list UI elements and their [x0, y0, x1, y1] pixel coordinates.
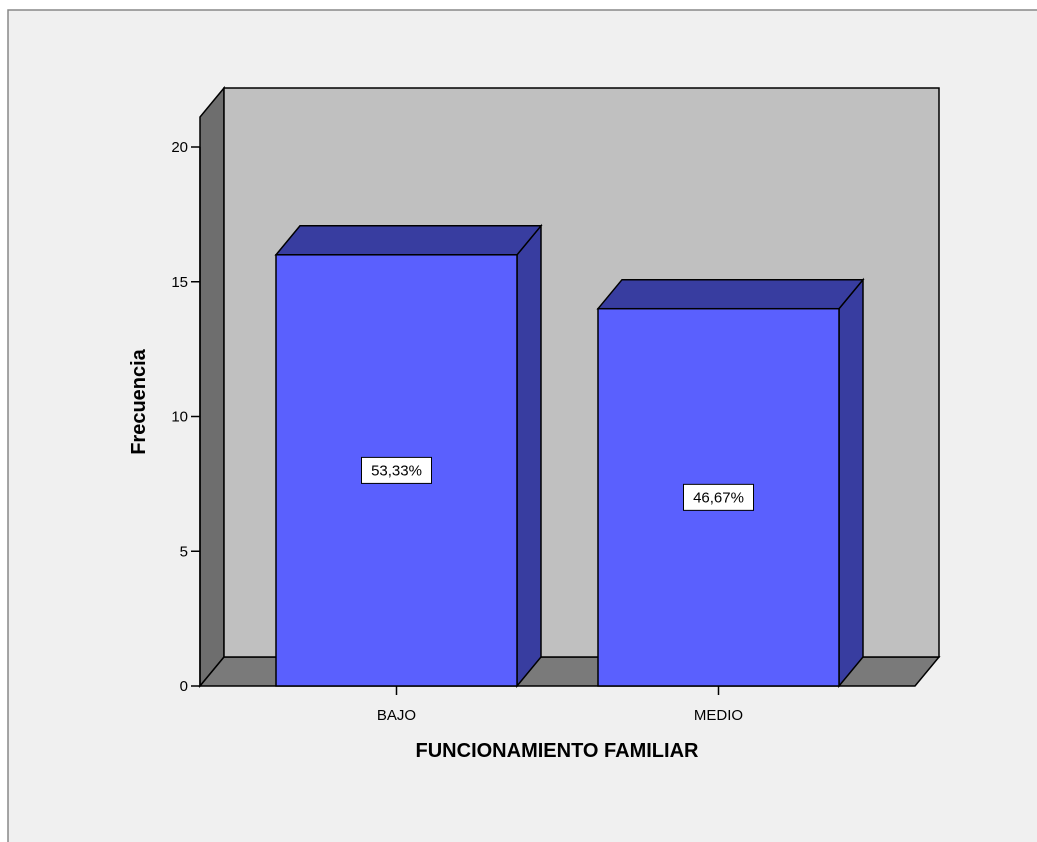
y-axis-title: Frecuencia: [128, 348, 150, 454]
x-axis-title: FUNCIONAMIENTO FAMILIAR: [416, 740, 700, 762]
y-tick-label: 15: [171, 274, 188, 291]
x-tick-label: BAJO: [377, 707, 416, 724]
bar-side: [516, 223, 542, 689]
bar-bajo: 53,33%: [274, 223, 543, 689]
bar-side: [838, 277, 864, 689]
x-axis: BAJO MEDIO: [377, 686, 743, 724]
bars: 53,33% 46,67%: [274, 223, 865, 689]
data-label-box: [361, 456, 432, 484]
bar-top: [596, 278, 865, 310]
y-tick-label: 20: [171, 139, 188, 156]
bar-top: [274, 225, 543, 256]
y-tick-label: 0: [180, 678, 188, 695]
y-tick-label: 10: [171, 409, 188, 426]
y-axis: 0 5 10 15 20: [171, 139, 201, 695]
bar-medio: 46,67%: [596, 277, 865, 689]
side-wall: [199, 85, 225, 689]
x-tick-label: MEDIO: [694, 707, 743, 724]
y-tick-label: 5: [180, 543, 188, 560]
data-label: 46,67%: [693, 489, 744, 506]
data-label-box: [683, 483, 754, 511]
data-label: 53,33%: [371, 462, 422, 479]
